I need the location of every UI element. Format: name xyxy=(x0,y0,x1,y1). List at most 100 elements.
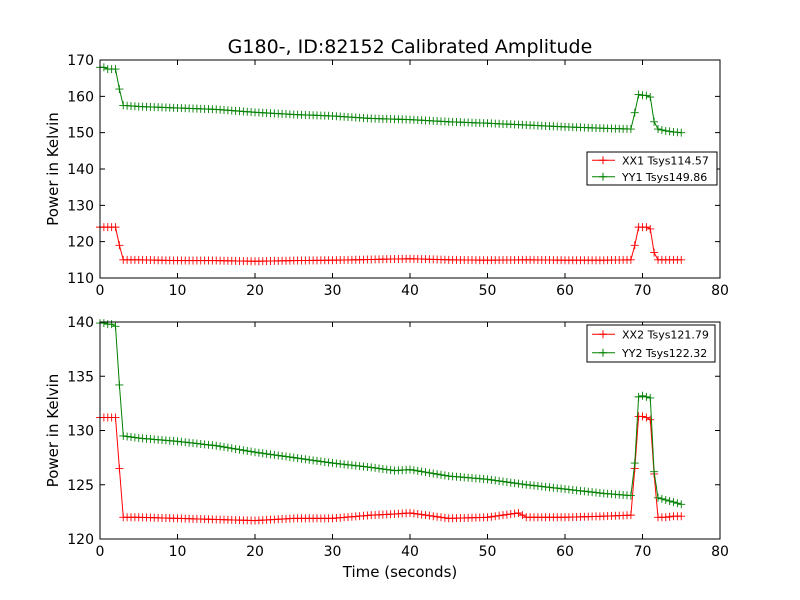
data-point xyxy=(626,255,635,264)
legend-box xyxy=(586,324,716,363)
data-point xyxy=(111,65,120,74)
data-point xyxy=(130,433,139,442)
x-tick-label: 20 xyxy=(246,283,264,299)
data-point xyxy=(661,513,670,522)
data-point xyxy=(677,500,686,509)
x-axis-label: Time (seconds) xyxy=(342,563,458,581)
data-point xyxy=(251,448,259,457)
chart-panel-2: 0 10 20 30 40 50 60 70 80 120 125 130 135 140 Power in… xyxy=(44,315,729,581)
y-tick-label: 170 xyxy=(67,53,94,69)
series-1-2 xyxy=(96,63,686,137)
data-point xyxy=(119,431,128,440)
data-point xyxy=(487,475,496,484)
data-point xyxy=(386,466,395,475)
data-point xyxy=(239,446,248,455)
data-point xyxy=(677,512,686,521)
y-tick-label: 150 xyxy=(67,126,94,142)
data-point xyxy=(429,469,438,478)
data-point xyxy=(638,391,647,400)
data-point xyxy=(665,127,674,136)
x-tick-label: 60 xyxy=(556,283,574,299)
data-point xyxy=(634,392,643,401)
data-point xyxy=(677,255,686,264)
data-point xyxy=(406,465,414,474)
data-point xyxy=(316,457,325,466)
data-point xyxy=(657,125,666,134)
data-point xyxy=(437,513,445,522)
data-point xyxy=(212,441,221,450)
data-point xyxy=(518,480,527,489)
data-point xyxy=(266,450,275,459)
data-point xyxy=(425,468,434,477)
legend-marker xyxy=(599,348,607,357)
x-tick-label: 50 xyxy=(479,544,497,560)
y-tick-label: 110 xyxy=(67,271,94,287)
data-point xyxy=(127,433,135,442)
chart-title: G180-, ID:82152 Calibrated Amplitude xyxy=(228,36,593,58)
data-point xyxy=(409,466,418,475)
data-point xyxy=(626,491,635,500)
data-point xyxy=(630,241,639,250)
data-point xyxy=(673,499,682,508)
data-point xyxy=(293,454,302,463)
data-point xyxy=(634,90,643,99)
data-point xyxy=(626,125,635,134)
data-point xyxy=(638,412,647,421)
series-2-2 xyxy=(96,319,686,509)
data-point xyxy=(309,456,318,465)
data-point xyxy=(99,319,108,328)
data-point xyxy=(661,126,670,135)
x-tick-label: 20 xyxy=(246,544,264,560)
data-point xyxy=(227,444,236,453)
series-2-1 xyxy=(96,412,686,525)
data-point xyxy=(99,63,108,72)
data-point xyxy=(382,465,391,474)
y-tick-label: 160 xyxy=(67,89,94,105)
data-point xyxy=(231,444,240,453)
data-point xyxy=(499,477,507,486)
data-point xyxy=(278,451,287,460)
y-tick-label: 120 xyxy=(67,235,94,251)
data-point xyxy=(646,224,655,233)
data-point xyxy=(502,510,511,519)
data-point xyxy=(437,470,445,479)
x-tick-label: 0 xyxy=(96,544,105,560)
data-point xyxy=(115,241,124,250)
data-point xyxy=(313,456,321,465)
data-point xyxy=(514,508,523,517)
legend-entry: XX2 Tsys121.79 xyxy=(622,328,709,341)
data-point xyxy=(646,93,655,102)
data-point xyxy=(305,455,314,464)
legend-marker xyxy=(599,330,607,339)
data-point xyxy=(223,443,232,452)
data-point xyxy=(646,415,655,424)
data-point xyxy=(661,495,670,504)
data-point xyxy=(111,223,120,232)
data-point xyxy=(483,513,492,522)
data-point xyxy=(630,108,639,117)
data-point xyxy=(650,117,659,126)
data-point xyxy=(440,513,449,522)
data-point xyxy=(324,458,333,467)
data-point xyxy=(491,512,500,521)
data-point xyxy=(220,442,228,451)
data-point xyxy=(111,413,120,422)
series-1-1 xyxy=(96,223,686,266)
data-point xyxy=(254,448,263,457)
data-point xyxy=(417,510,426,519)
data-point xyxy=(487,512,496,521)
data-point xyxy=(502,478,511,487)
data-point xyxy=(495,511,504,520)
y-tick-label: 130 xyxy=(67,198,94,214)
data-point xyxy=(235,445,244,454)
data-point xyxy=(378,465,387,474)
data-point xyxy=(406,508,414,517)
y-tick-label: 140 xyxy=(67,162,94,178)
data-point xyxy=(425,511,434,520)
data-point xyxy=(285,453,294,462)
legend: XX1 Tsys114.57 YY1 Tsys149.86 xyxy=(586,151,718,186)
data-point xyxy=(262,449,271,458)
data-point xyxy=(506,478,515,487)
data-point xyxy=(417,467,426,476)
